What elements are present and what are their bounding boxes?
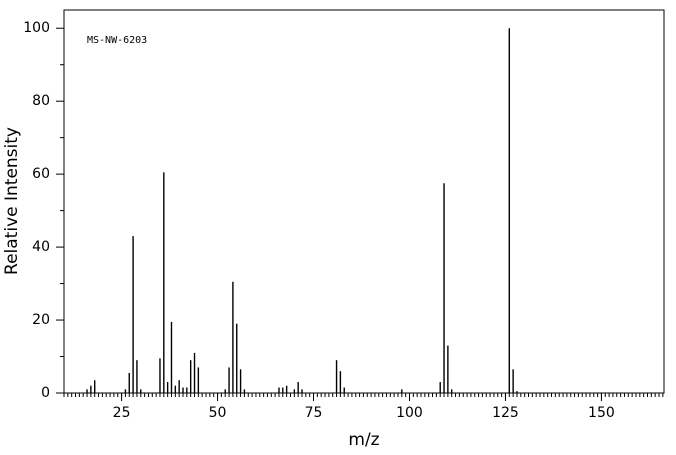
- x-tick-label: 75: [305, 405, 323, 421]
- x-tick-label: 125: [492, 405, 519, 421]
- y-tick-label: 60: [32, 166, 50, 182]
- x-axis-label: m/z: [348, 430, 379, 450]
- y-tick-label: 40: [32, 239, 50, 255]
- x-tick-label: 150: [588, 405, 615, 421]
- y-axis-label: Relative Intensity: [2, 127, 22, 275]
- y-tick-label: 20: [32, 312, 50, 328]
- annotation: MS-NW-6203: [87, 35, 147, 46]
- plot-frame: [63, 9, 665, 394]
- x-tick-label: 25: [113, 405, 131, 421]
- x-tick-label: 50: [209, 405, 227, 421]
- y-tick-label: 0: [41, 385, 50, 401]
- x-tick-label: 100: [396, 405, 423, 421]
- y-tick-label: 100: [23, 20, 50, 36]
- y-tick-label: 80: [32, 93, 50, 109]
